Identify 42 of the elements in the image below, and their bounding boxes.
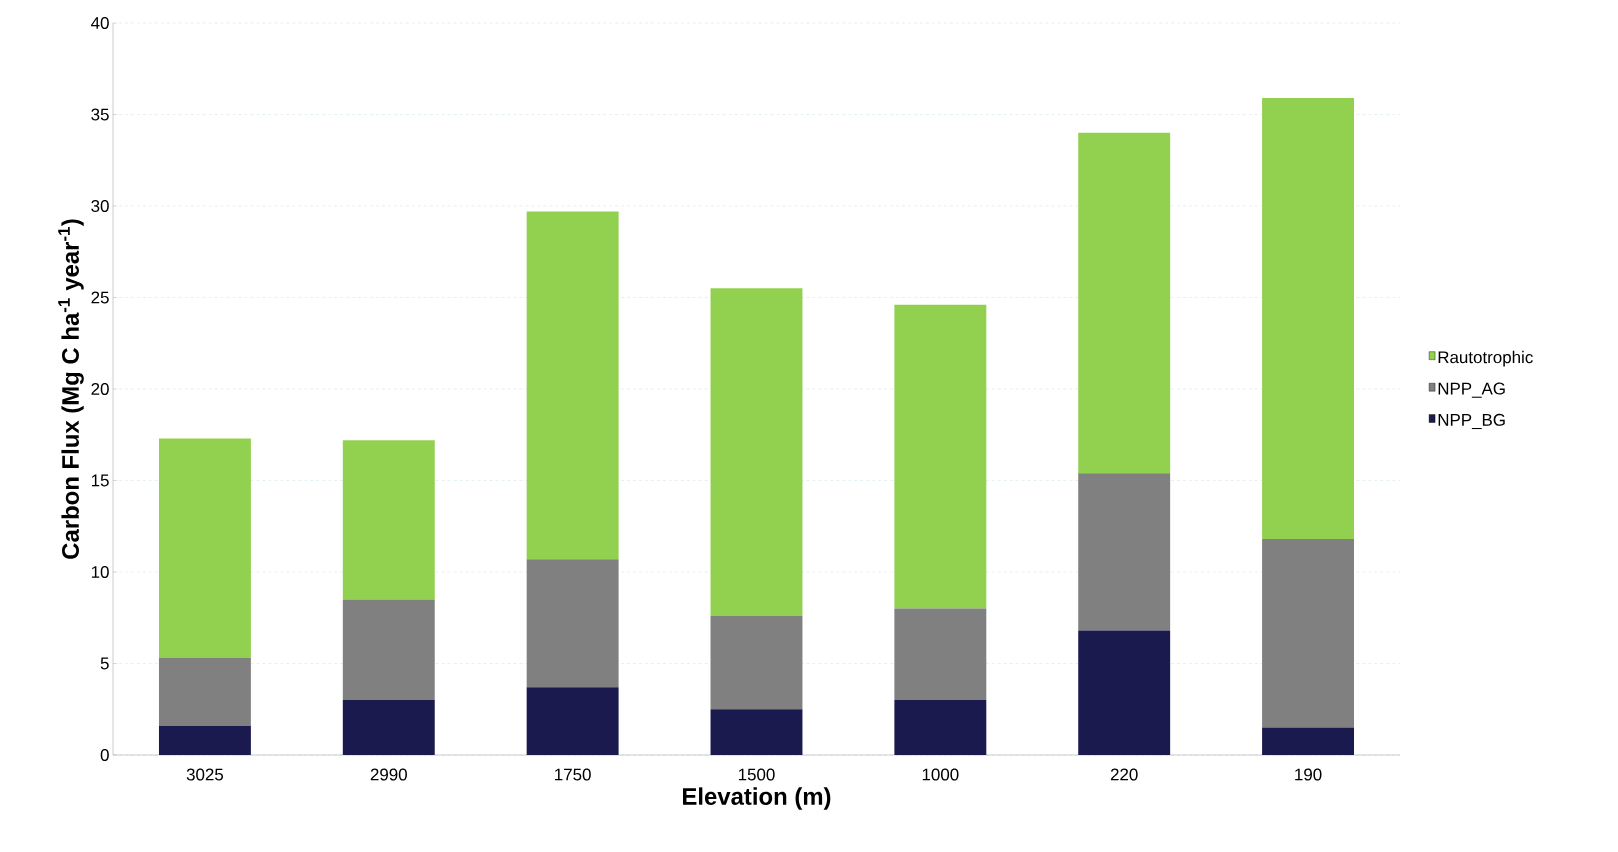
- x-tick-label: 1000: [922, 768, 959, 781]
- x-tick-label: 3025: [186, 768, 224, 781]
- bar: [342, 599, 435, 701]
- bar: [710, 615, 803, 710]
- x-axis-title: Elevation (m): [683, 787, 831, 810]
- bar: [894, 304, 987, 609]
- bar: [1078, 473, 1171, 631]
- bar: [1262, 98, 1355, 540]
- y-tick-label: 25: [91, 291, 109, 304]
- x-tick-label: 2990: [370, 768, 407, 781]
- y-tick-label: 20: [91, 383, 109, 395]
- y-tick-label: 10: [91, 566, 109, 578]
- y-tick-label: 15: [91, 474, 109, 487]
- legend-label: NPP_AG: [1438, 382, 1505, 398]
- x-tick-label: 220: [1110, 768, 1138, 781]
- y-tick-label: 30: [91, 200, 109, 212]
- bar: [710, 709, 803, 755]
- bar: [342, 700, 435, 755]
- bar: [526, 211, 619, 560]
- y-tick-label: 35: [91, 108, 109, 121]
- bar: [894, 700, 987, 755]
- x-tick-label: 190: [1295, 768, 1322, 781]
- bar: [1078, 132, 1171, 474]
- bar: [1262, 727, 1355, 755]
- bar: [894, 608, 987, 701]
- y-tick-label: 40: [91, 17, 109, 29]
- x-tick-label: 1750: [555, 768, 591, 781]
- bar: [158, 658, 251, 726]
- bar: [158, 725, 251, 755]
- bar: [526, 559, 619, 688]
- bar: [526, 687, 619, 755]
- y-tick-label: 5: [100, 657, 109, 670]
- bar: [1078, 630, 1171, 755]
- x-tick-label: 1500: [738, 768, 775, 781]
- legend-label: NPP_BG: [1438, 413, 1505, 430]
- legend-label: Rautotrophic: [1438, 350, 1533, 367]
- bar: [710, 288, 803, 616]
- bar: [158, 438, 251, 659]
- bar: [1262, 539, 1355, 728]
- bar: [342, 440, 435, 600]
- y-tick-label: 0: [100, 749, 109, 761]
- y-axis-title: Carbon Flux (Mg C ha$^{-1}$ year$^{-1}$): [58, 219, 84, 559]
